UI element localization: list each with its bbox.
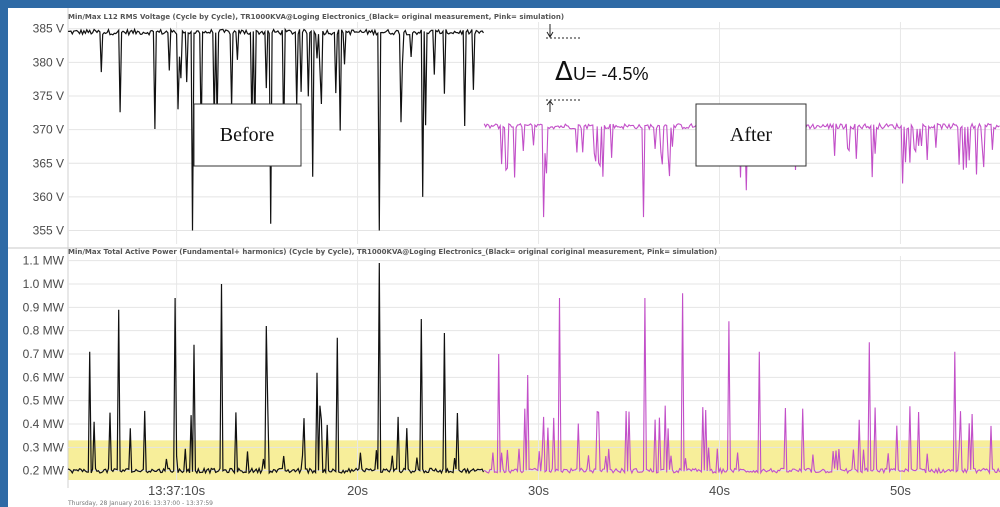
before-label: Before (220, 124, 275, 146)
delta-u-label: U= -4.5% (573, 64, 649, 84)
after-box (695, 103, 807, 167)
y-tick-label: 0.8 MW (23, 324, 65, 338)
y-tick-label: 370 V (33, 123, 64, 137)
x-tick-label: 20s (347, 483, 368, 498)
y-tick-label: 375 V (33, 89, 64, 103)
delta-upper-arrow-head (546, 31, 554, 38)
y-tick-label: 0.4 MW (23, 417, 65, 431)
x-tick-label: 30s (528, 483, 549, 498)
power-panel-title: Min/Max Total Active Power (Fundamental+… (68, 248, 717, 256)
y-tick-label: 385 V (33, 22, 64, 36)
chart-frame: Min/Max L12 RMS Voltage (Cycle by Cycle)… (8, 8, 1000, 507)
delta-symbol: Δ (555, 57, 573, 87)
voltage-panel-title: Min/Max L12 RMS Voltage (Cycle by Cycle)… (68, 13, 564, 21)
after-label: After (730, 124, 773, 146)
delta-lower-arrow-head (546, 100, 554, 106)
footer-date: Thursday, 28 January 2016: 13:37:00 - 13… (67, 500, 213, 507)
power-original-line (67, 262, 485, 475)
x-tick-label: 40s (709, 483, 730, 498)
power-simulation-line (483, 293, 1000, 475)
x-tick-label: 50s (890, 483, 911, 498)
y-tick-label: 0.9 MW (23, 300, 65, 314)
y-tick-label: 1.0 MW (23, 277, 65, 291)
y-tick-label: 0.7 MW (23, 347, 65, 361)
y-tick-label: 0.5 MW (23, 394, 65, 408)
chart-canvas: Min/Max L12 RMS Voltage (Cycle by Cycle)… (8, 8, 1000, 507)
y-tick-label: 355 V (33, 224, 64, 238)
y-tick-label: 365 V (33, 156, 64, 170)
y-tick-label: 360 V (33, 190, 64, 204)
x-tick-label: 13:37:10s (148, 483, 206, 498)
y-tick-label: 380 V (33, 55, 64, 69)
before-box (193, 103, 302, 167)
y-tick-label: 0.3 MW (23, 440, 65, 454)
y-tick-label: 0.6 MW (23, 370, 65, 384)
y-tick-label: 0.2 MW (23, 464, 65, 478)
voltage-original-line (67, 27, 484, 231)
y-tick-label: 1.1 MW (23, 254, 65, 268)
